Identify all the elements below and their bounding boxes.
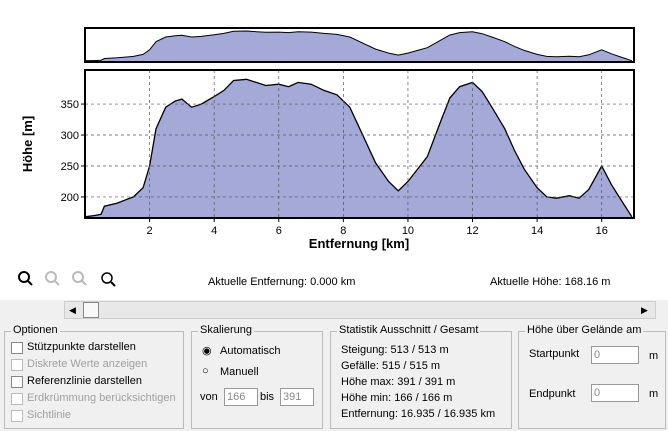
x-tick-label: 4 bbox=[211, 225, 217, 237]
plot-frame bbox=[84, 69, 635, 219]
options-group: Optionen Stützpunkte darstellen Diskrete … bbox=[4, 324, 184, 429]
label: bis bbox=[260, 391, 275, 403]
label: Endpunkt bbox=[529, 388, 576, 400]
toolbar bbox=[18, 271, 116, 287]
label: Startpunkt bbox=[529, 348, 580, 360]
stat-line: Höhe min: 166 / 166 m bbox=[341, 392, 453, 404]
checkbox-label: Diskrete Werte anzeigen bbox=[27, 358, 148, 370]
checkbox[interactable] bbox=[11, 359, 23, 371]
chart: Höhe [m] Entfernung [km] Aktuelle Entfer… bbox=[0, 0, 668, 300]
input-from[interactable]: 166 bbox=[224, 388, 258, 406]
statistics-group: Statistik Ausschnitt / Gesamt Steigung: … bbox=[330, 324, 512, 429]
label: von bbox=[200, 391, 218, 403]
scroll-right[interactable]: ▶ bbox=[641, 305, 648, 315]
checkbox[interactable] bbox=[11, 342, 23, 354]
unit: m bbox=[649, 388, 659, 400]
x-axis-label: Entfernung [km] bbox=[309, 236, 409, 251]
x-tick-label: 14 bbox=[531, 225, 543, 237]
x-tick-label: 16 bbox=[596, 225, 608, 237]
unit: m bbox=[649, 350, 659, 362]
y-tick-label: 200 bbox=[61, 192, 79, 204]
scroll-thumb[interactable] bbox=[83, 302, 99, 318]
zoom-out[interactable] bbox=[45, 271, 60, 286]
overview-line bbox=[84, 30, 633, 62]
y-tick-label: 300 bbox=[61, 130, 79, 142]
stat-line: Höhe max: 391 / 391 m bbox=[341, 376, 456, 388]
input-start[interactable]: 0 bbox=[591, 346, 639, 364]
x-tick-label: 10 bbox=[402, 225, 414, 237]
input-to[interactable]: 391 bbox=[280, 388, 314, 406]
zoom-window[interactable] bbox=[101, 272, 116, 287]
y-tick-label: 250 bbox=[61, 161, 79, 173]
radio-label: Manuell bbox=[220, 366, 259, 378]
checkbox[interactable] bbox=[11, 393, 23, 405]
terrain-group: Höhe über Gelände am Startpunkt 0 m Endp… bbox=[518, 324, 666, 429]
y-tick-label: 350 bbox=[61, 99, 79, 111]
checkbox-label: Stützpunkte darstellen bbox=[27, 341, 136, 353]
zoom-in[interactable] bbox=[18, 271, 33, 286]
x-tick-label: 6 bbox=[276, 225, 282, 237]
group-title: Optionen bbox=[11, 324, 60, 336]
stat-line: Entfernung: 16.935 / 16.935 km bbox=[341, 408, 496, 420]
x-tick-label: 2 bbox=[147, 225, 153, 237]
checkbox-label: Erdkrümmung berücksichtigen bbox=[27, 392, 176, 404]
radio-auto[interactable]: ◉ bbox=[202, 345, 212, 357]
stat-line: Steigung: 513 / 513 m bbox=[341, 344, 449, 356]
elevation-line bbox=[84, 78, 633, 218]
stat-line: Gefälle: 515 / 515 m bbox=[341, 360, 441, 372]
zoom-reset[interactable] bbox=[72, 271, 87, 286]
scaling-group: Skalierung ◉ Automatisch ○ Manuell von 1… bbox=[191, 324, 323, 429]
input-end[interactable]: 0 bbox=[591, 384, 639, 402]
checkbox-label: Sichtlinie bbox=[27, 409, 72, 421]
group-title: Höhe über Gelände am bbox=[525, 324, 644, 336]
y-axis-label: Höhe [m] bbox=[20, 116, 35, 172]
scroll-left[interactable]: ◀ bbox=[69, 305, 76, 315]
checkbox[interactable] bbox=[11, 376, 23, 388]
status-distance: Aktuelle Entfernung: 0.000 km bbox=[208, 276, 355, 288]
scrollbar[interactable]: ◀ ▶ bbox=[64, 301, 656, 319]
group-title: Skalierung bbox=[198, 324, 254, 336]
x-tick-label: 12 bbox=[466, 225, 478, 237]
checkbox[interactable] bbox=[11, 410, 23, 422]
status-height: Aktuelle Höhe: 168.16 m bbox=[490, 276, 610, 288]
x-tick-label: 8 bbox=[340, 225, 346, 237]
area-fill bbox=[85, 79, 632, 218]
group-title: Statistik Ausschnitt / Gesamt bbox=[337, 324, 481, 336]
checkbox-label: Referenzlinie darstellen bbox=[27, 375, 142, 387]
radio-manual[interactable]: ○ bbox=[202, 365, 209, 377]
radio-label: Automatisch bbox=[220, 345, 281, 357]
